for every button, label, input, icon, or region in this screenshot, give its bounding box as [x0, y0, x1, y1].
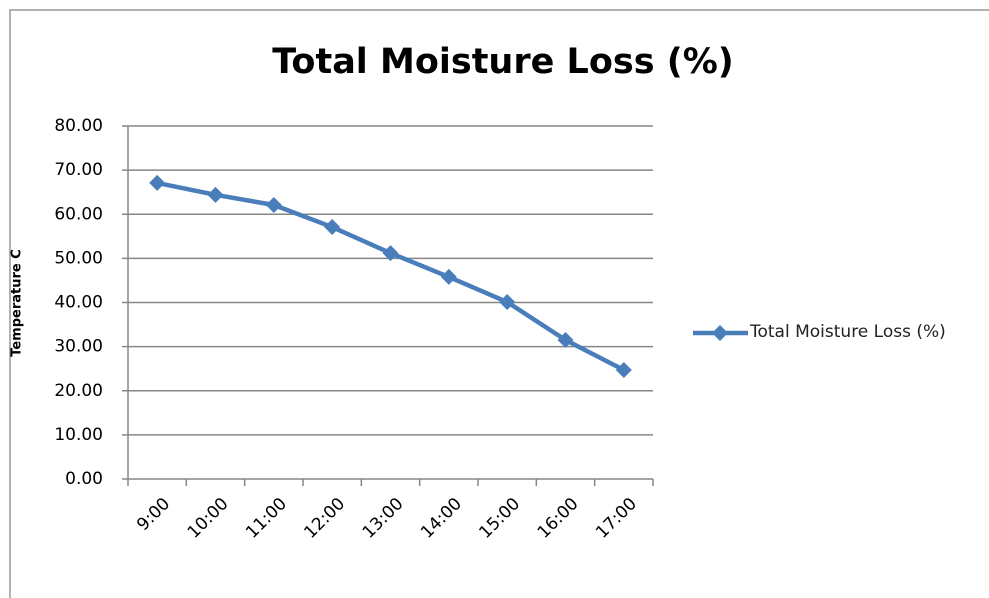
chart-title: Total Moisture Loss (%) — [272, 42, 734, 82]
y-tick-label: 60.00 — [54, 204, 103, 224]
marker — [440, 268, 457, 285]
x-tick-label: 11:00 — [242, 494, 291, 543]
y-tick-label: 70.00 — [54, 160, 103, 180]
marker — [149, 174, 166, 191]
y-tick-label: 80.00 — [54, 116, 103, 136]
legend: Total Moisture Loss (%) — [750, 322, 946, 342]
y-axis-label: Temperature C — [10, 249, 25, 357]
marker — [557, 332, 574, 349]
x-tick-label: 12:00 — [300, 494, 349, 543]
x-tick-label: 17:00 — [592, 494, 641, 543]
marker — [265, 196, 282, 213]
x-tick-label: 14:00 — [417, 494, 466, 543]
chart-frame — [9, 9, 989, 598]
x-tick-label: 15:00 — [475, 494, 524, 543]
y-tick-label: 50.00 — [54, 248, 103, 268]
line — [156, 180, 625, 373]
x-tick-label: 16:00 — [534, 494, 583, 543]
x-tick-label: 9:00 — [133, 494, 174, 535]
marker — [382, 245, 399, 262]
legend-label: Total Moisture Loss (%) — [750, 322, 946, 342]
y-tick-label: 30.00 — [54, 337, 103, 357]
legend-marker — [712, 325, 728, 341]
y-tick-label: 40.00 — [54, 293, 103, 313]
x-tick-label: 10:00 — [184, 494, 233, 543]
marker — [324, 219, 341, 236]
y-tick-label: 0.00 — [65, 469, 103, 489]
x-tick-label: 13:00 — [359, 494, 408, 543]
marker — [499, 294, 516, 311]
marker — [207, 186, 224, 203]
y-tick-label: 10.00 — [54, 425, 103, 445]
marker — [615, 362, 632, 379]
y-tick-label: 20.00 — [54, 381, 103, 401]
